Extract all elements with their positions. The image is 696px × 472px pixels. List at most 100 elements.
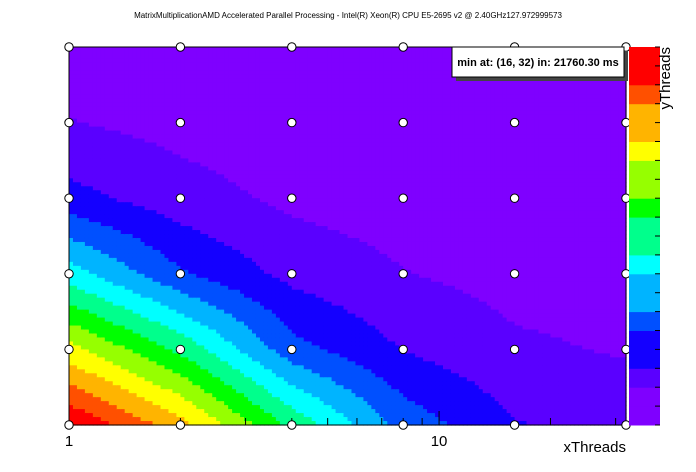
contour-cell: [224, 222, 229, 227]
contour-cell: [156, 377, 162, 382]
contour-cell: [259, 309, 265, 315]
contour-cell: [232, 301, 237, 307]
contour-cell: [180, 182, 185, 187]
contour-cell: [88, 190, 94, 195]
contour-cell: [224, 154, 229, 160]
contour-cell: [228, 421, 233, 426]
contour-cell: [88, 317, 94, 323]
contour-cell: [140, 269, 146, 275]
contour-cell: [140, 405, 146, 410]
contour-cell: [136, 369, 142, 374]
contour-cell: [255, 226, 261, 231]
contour-cell: [152, 182, 158, 187]
contour-cell: [144, 118, 150, 124]
contour-cell: [184, 150, 189, 156]
contour-cell: [216, 114, 221, 120]
contour-cell: [128, 389, 134, 394]
contour-cell: [184, 158, 189, 163]
contour-cell: [160, 226, 166, 231]
contour-cell: [200, 158, 205, 163]
contour-cell: [104, 82, 110, 88]
contour-cell: [136, 333, 142, 339]
contour-cell: [92, 325, 98, 331]
contour-cell: [259, 82, 265, 88]
contour-cell: [248, 198, 253, 203]
contour-cell: [180, 309, 185, 315]
contour-cell: [244, 325, 249, 331]
contour-cell: [255, 321, 261, 327]
contour-cell: [176, 138, 181, 144]
contour-cell: [228, 373, 233, 378]
contour-cell: [88, 94, 94, 100]
contour-cell: [240, 329, 245, 335]
contour-cell: [69, 337, 74, 343]
contour-cell: [263, 158, 269, 163]
contour-cell: [140, 226, 146, 231]
contour-cell: [255, 78, 261, 84]
contour-cell: [200, 313, 205, 319]
contour-cell: [124, 170, 130, 175]
contour-cell: [136, 345, 142, 350]
contour-cell: [176, 190, 181, 195]
contour-cell: [156, 301, 162, 307]
contour-cell: [156, 122, 162, 128]
contour-cell: [236, 405, 241, 410]
contour-cell: [244, 47, 249, 52]
contour-cell: [244, 293, 249, 299]
contour-cell: [252, 90, 257, 96]
contour-cell: [160, 377, 166, 382]
contour-cell: [220, 54, 225, 60]
contour-cell: [184, 110, 189, 116]
contour-cell: [72, 317, 78, 323]
contour-cell: [180, 82, 185, 88]
contour-cell: [184, 154, 189, 160]
contour-cell: [69, 285, 74, 291]
contour-cell: [196, 170, 201, 175]
contour-cell: [104, 365, 110, 370]
contour-cell: [108, 194, 114, 199]
contour-cell: [132, 401, 138, 406]
contour-cell: [172, 82, 178, 88]
contour-cell: [144, 202, 150, 207]
contour-cell: [200, 365, 205, 370]
contour-cell: [76, 138, 82, 144]
contour-cell: [144, 405, 150, 410]
contour-cell: [148, 198, 154, 203]
contour-cell: [248, 146, 253, 152]
contour-cell: [263, 86, 269, 92]
contour-cell: [204, 321, 209, 327]
contour-cell: [164, 325, 170, 331]
contour-cell: [120, 409, 126, 414]
contour-cell: [116, 389, 122, 394]
contour-cell: [255, 405, 261, 410]
contour-cell: [108, 377, 114, 382]
contour-cell: [275, 234, 281, 239]
contour-cell: [267, 206, 273, 211]
contour-cell: [132, 389, 138, 394]
contour-cell: [112, 325, 118, 331]
contour-cell: [255, 241, 261, 247]
contour-cell: [267, 349, 273, 354]
contour-cell: [84, 90, 90, 96]
contour-cell: [252, 74, 257, 80]
contour-cell: [116, 114, 122, 120]
contour-cell: [172, 70, 178, 76]
contour-cell: [124, 261, 130, 267]
contour-cell: [188, 341, 193, 347]
contour-cell: [168, 361, 174, 366]
contour-cell: [84, 166, 90, 171]
contour-cell: [188, 385, 193, 390]
contour-cell: [224, 138, 229, 144]
contour-cell: [84, 405, 90, 410]
contour-cell: [204, 146, 209, 152]
contour-cell: [112, 82, 118, 88]
contour-cell: [92, 401, 98, 406]
contour-cell: [96, 361, 102, 366]
contour-cell: [188, 321, 193, 327]
contour-cell: [259, 273, 265, 279]
contour-cell: [184, 377, 189, 382]
contour-cell: [164, 309, 170, 315]
contour-cell: [224, 226, 229, 231]
contour-cell: [80, 78, 86, 84]
contour-cell: [148, 289, 154, 295]
